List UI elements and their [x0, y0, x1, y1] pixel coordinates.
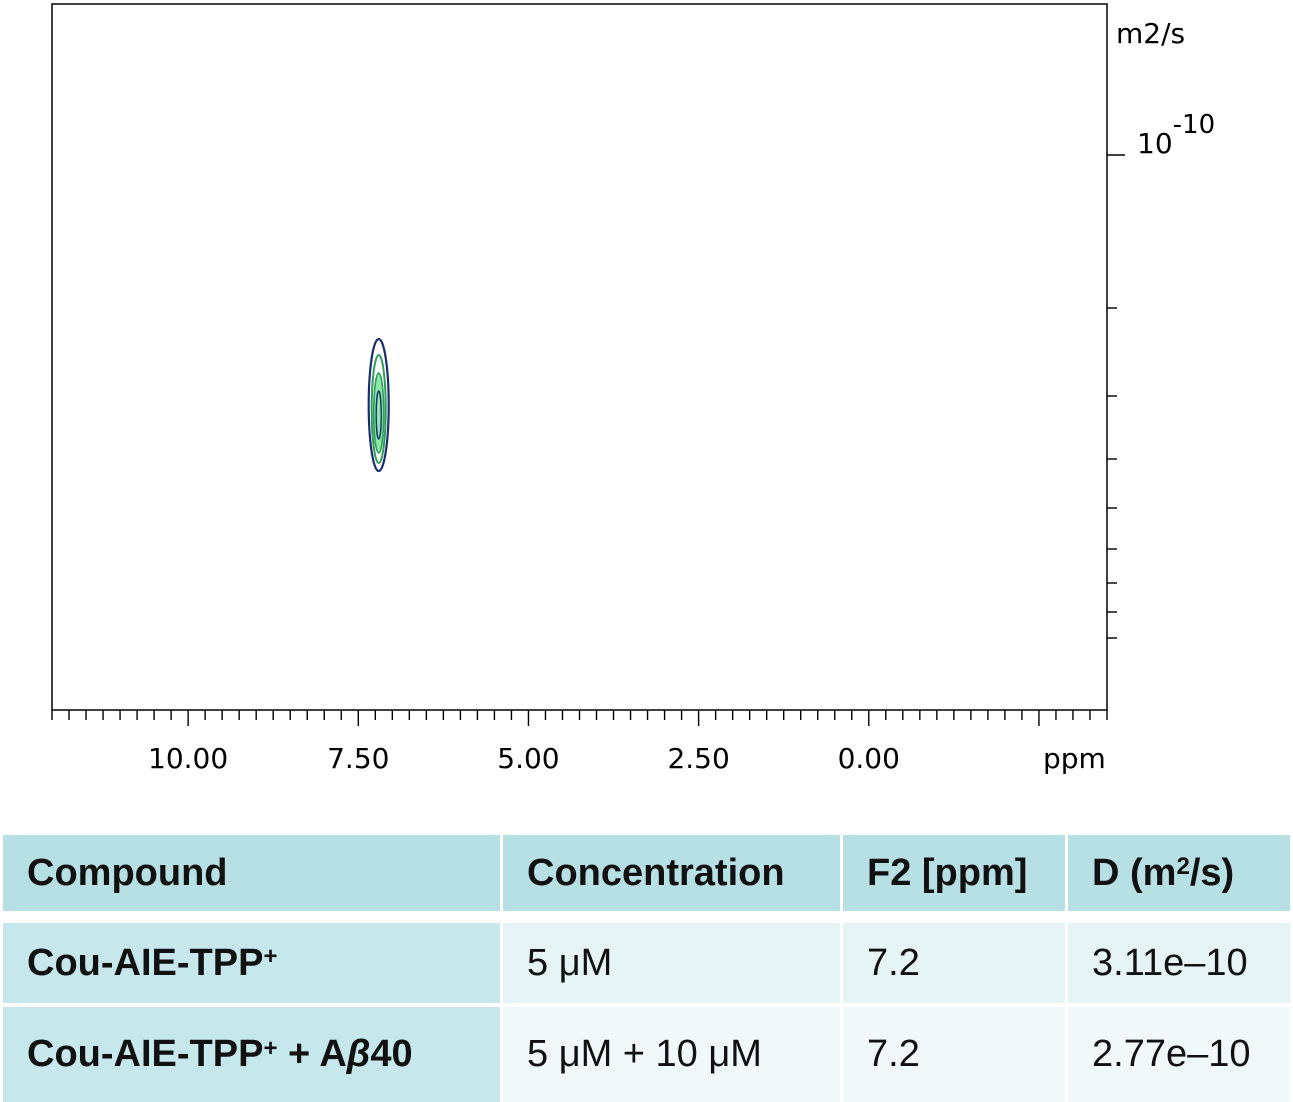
x-tick-label: 0.00 [838, 742, 900, 775]
y-unit-label: m2/s [1116, 17, 1185, 50]
cell-concentration: 5 μM + 10 μM [503, 1007, 840, 1102]
contour-inner [372, 372, 385, 454]
cell-compound: Cou-AIE-TPP + [3, 923, 500, 1003]
x-axis-tick-labels: 10.00 7.50 5.00 2.50 0.00 [148, 742, 900, 775]
x-unit-label: ppm [1043, 742, 1106, 775]
y-axis-ticks [1107, 154, 1125, 639]
cell-concentration: 5 μM [503, 923, 840, 1003]
x-tick-label: 5.00 [497, 742, 559, 775]
cell-d: 2.77e–10 [1068, 1007, 1290, 1102]
compound-suffix: + A [277, 1033, 347, 1075]
table-row: Cou-AIE-TPP + 5 μM 7.2 3.11e–10 [0, 923, 1293, 1003]
header-d-sup: 2 [1176, 853, 1190, 880]
header-d-pre: D (m [1092, 851, 1177, 894]
compound-charge: + [263, 943, 278, 970]
contour-core [375, 390, 382, 440]
diffusion-table: Compound Concentration F2 [ppm] D (m 2/s)… [0, 832, 1293, 1102]
compound-beta: β [346, 1033, 371, 1075]
cell-f2: 7.2 [843, 923, 1065, 1003]
compound-tail: 40 [370, 1033, 413, 1075]
y-tick-label-exponent: -10 [1173, 110, 1215, 140]
plot-frame [51, 3, 1108, 711]
x-tick-label: 2.50 [667, 742, 729, 775]
x-tick-label: 10.00 [148, 742, 228, 775]
compound-charge: + [263, 1034, 278, 1062]
compound-name: Cou-AIE-TPP [27, 941, 264, 984]
cell-d: 3.11e–10 [1068, 923, 1290, 1003]
dosy-plot: 10.00 7.50 5.00 2.50 0.00 ppm m2/s 10-10 [51, 3, 1215, 775]
header-concentration: Concentration [503, 835, 840, 911]
x-axis-ticks [51, 710, 1108, 726]
table-header-row: Compound Concentration F2 [ppm] D (m 2/s) [0, 835, 1293, 911]
diffusion-peak [367, 337, 390, 473]
x-tick-label: 7.50 [327, 742, 389, 775]
contour-mid [370, 354, 387, 464]
compound-name: Cou-AIE-TPP [27, 1033, 264, 1075]
header-d: D (m 2/s) [1068, 835, 1290, 911]
y-tick-label-base: 10 [1137, 127, 1173, 160]
header-d-post: /s) [1189, 851, 1235, 894]
y-tick-label: 10-10 [1137, 110, 1215, 160]
cell-f2: 7.2 [843, 1007, 1065, 1102]
header-f2: F2 [ppm] [843, 835, 1065, 911]
header-compound: Compound [3, 835, 500, 911]
